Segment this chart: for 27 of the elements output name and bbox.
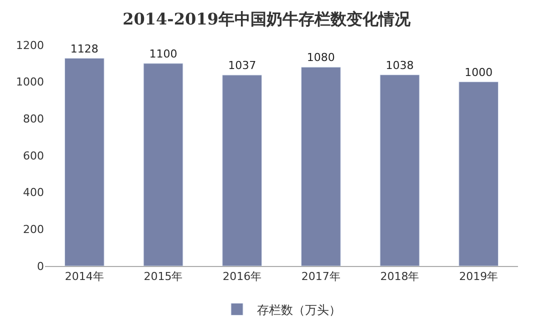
x-tick-label: 2017年 bbox=[301, 270, 340, 284]
x-tick-label: 2018年 bbox=[380, 270, 420, 284]
data-label: 1038 bbox=[386, 58, 414, 72]
chart-title: 2014-2019年中国奶牛存栏数变化情况 bbox=[122, 10, 412, 29]
y-tick-label: 200 bbox=[23, 223, 44, 236]
data-label: 1100 bbox=[149, 47, 178, 60]
x-tick-label: 2019年 bbox=[459, 270, 498, 284]
y-tick-label: 800 bbox=[23, 112, 44, 126]
bar bbox=[222, 74, 262, 266]
bar bbox=[300, 66, 341, 266]
y-tick-label: 1000 bbox=[16, 76, 44, 89]
bar bbox=[143, 63, 184, 266]
x-tick-label: 2016年 bbox=[222, 270, 262, 284]
data-label: 1037 bbox=[228, 59, 256, 72]
y-tick-label: 0 bbox=[37, 260, 44, 273]
bar bbox=[64, 58, 104, 266]
data-label: 1080 bbox=[306, 51, 335, 64]
bar bbox=[380, 74, 420, 266]
legend-label: 存栏数（万头） bbox=[257, 302, 341, 317]
y-tick-label: 1200 bbox=[16, 38, 44, 52]
data-label: 1000 bbox=[464, 66, 493, 79]
bar bbox=[458, 82, 499, 266]
y-tick-label: 600 bbox=[23, 149, 44, 162]
data-label: 1128 bbox=[70, 42, 98, 56]
x-tick-label: 2014年 bbox=[64, 270, 104, 284]
x-tick-label: 2015年 bbox=[144, 270, 183, 284]
y-tick-label: 400 bbox=[23, 186, 44, 200]
